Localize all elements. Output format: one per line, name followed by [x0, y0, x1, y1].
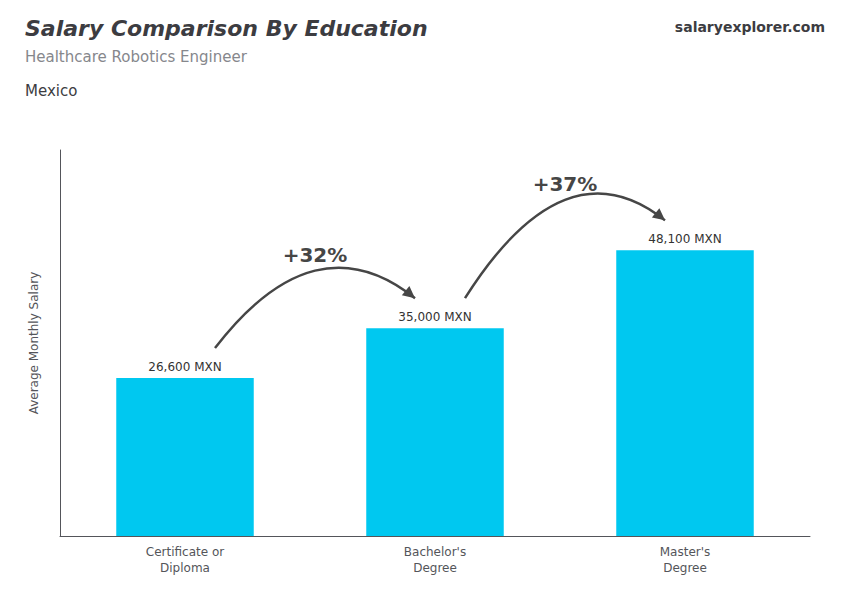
svg-text:48,100 MXN: 48,100 MXN	[648, 232, 721, 246]
svg-text:+37%: +37%	[533, 172, 598, 196]
svg-text:Mexico: Mexico	[25, 82, 77, 100]
svg-text:Certificate or: Certificate or	[146, 545, 224, 559]
svg-text:Degree: Degree	[413, 561, 457, 575]
svg-text:Average Monthly Salary: Average Monthly Salary	[27, 272, 41, 415]
svg-text:Healthcare Robotics Engineer: Healthcare Robotics Engineer	[25, 48, 248, 66]
svg-text:35,000 MXN: 35,000 MXN	[398, 310, 471, 324]
svg-text:salaryexplorer.com: salaryexplorer.com	[675, 19, 825, 35]
svg-text:Diploma: Diploma	[160, 561, 210, 575]
svg-text:Bachelor's: Bachelor's	[404, 545, 466, 559]
svg-text:Master's: Master's	[660, 545, 711, 559]
svg-text:Degree: Degree	[663, 561, 707, 575]
svg-text:Salary Comparison By Education: Salary Comparison By Education	[25, 16, 428, 41]
svg-text:26,600 MXN: 26,600 MXN	[148, 360, 221, 374]
svg-text:+32%: +32%	[283, 243, 348, 267]
